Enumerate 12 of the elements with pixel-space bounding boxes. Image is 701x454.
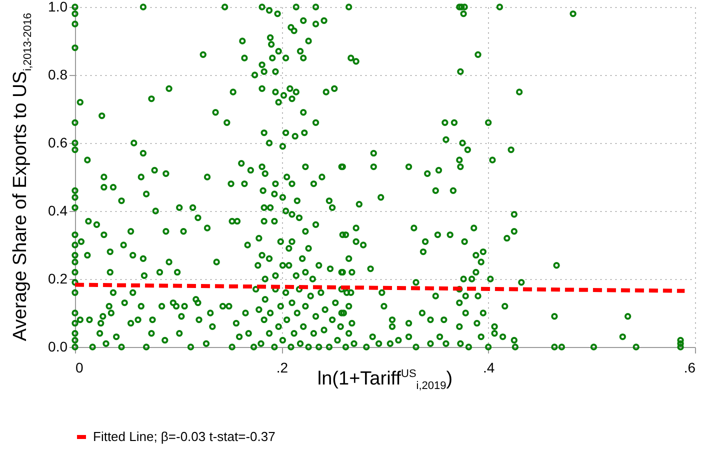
- legend-label: Fitted Line; β=-0.03 t-stat=-0.37: [93, 429, 276, 444]
- x-axis-title: ln(1+Tariff$^{US}$$_{i,2019}$): [317, 368, 453, 392]
- y-tick-label: 0.6: [48, 134, 68, 150]
- y-tick-label: 0.8: [48, 66, 68, 82]
- x-tick-label: .2: [276, 360, 288, 376]
- y-tick-label: 0.4: [48, 202, 68, 218]
- x-tick-label: .6: [684, 360, 696, 376]
- x-tick-label: .4: [482, 360, 495, 376]
- y-tick-label: 1.0: [48, 0, 68, 14]
- x-tick-label: 0: [76, 360, 84, 376]
- y-tick-label: 0.0: [48, 338, 68, 354]
- y-tick-label: 0.2: [48, 270, 68, 286]
